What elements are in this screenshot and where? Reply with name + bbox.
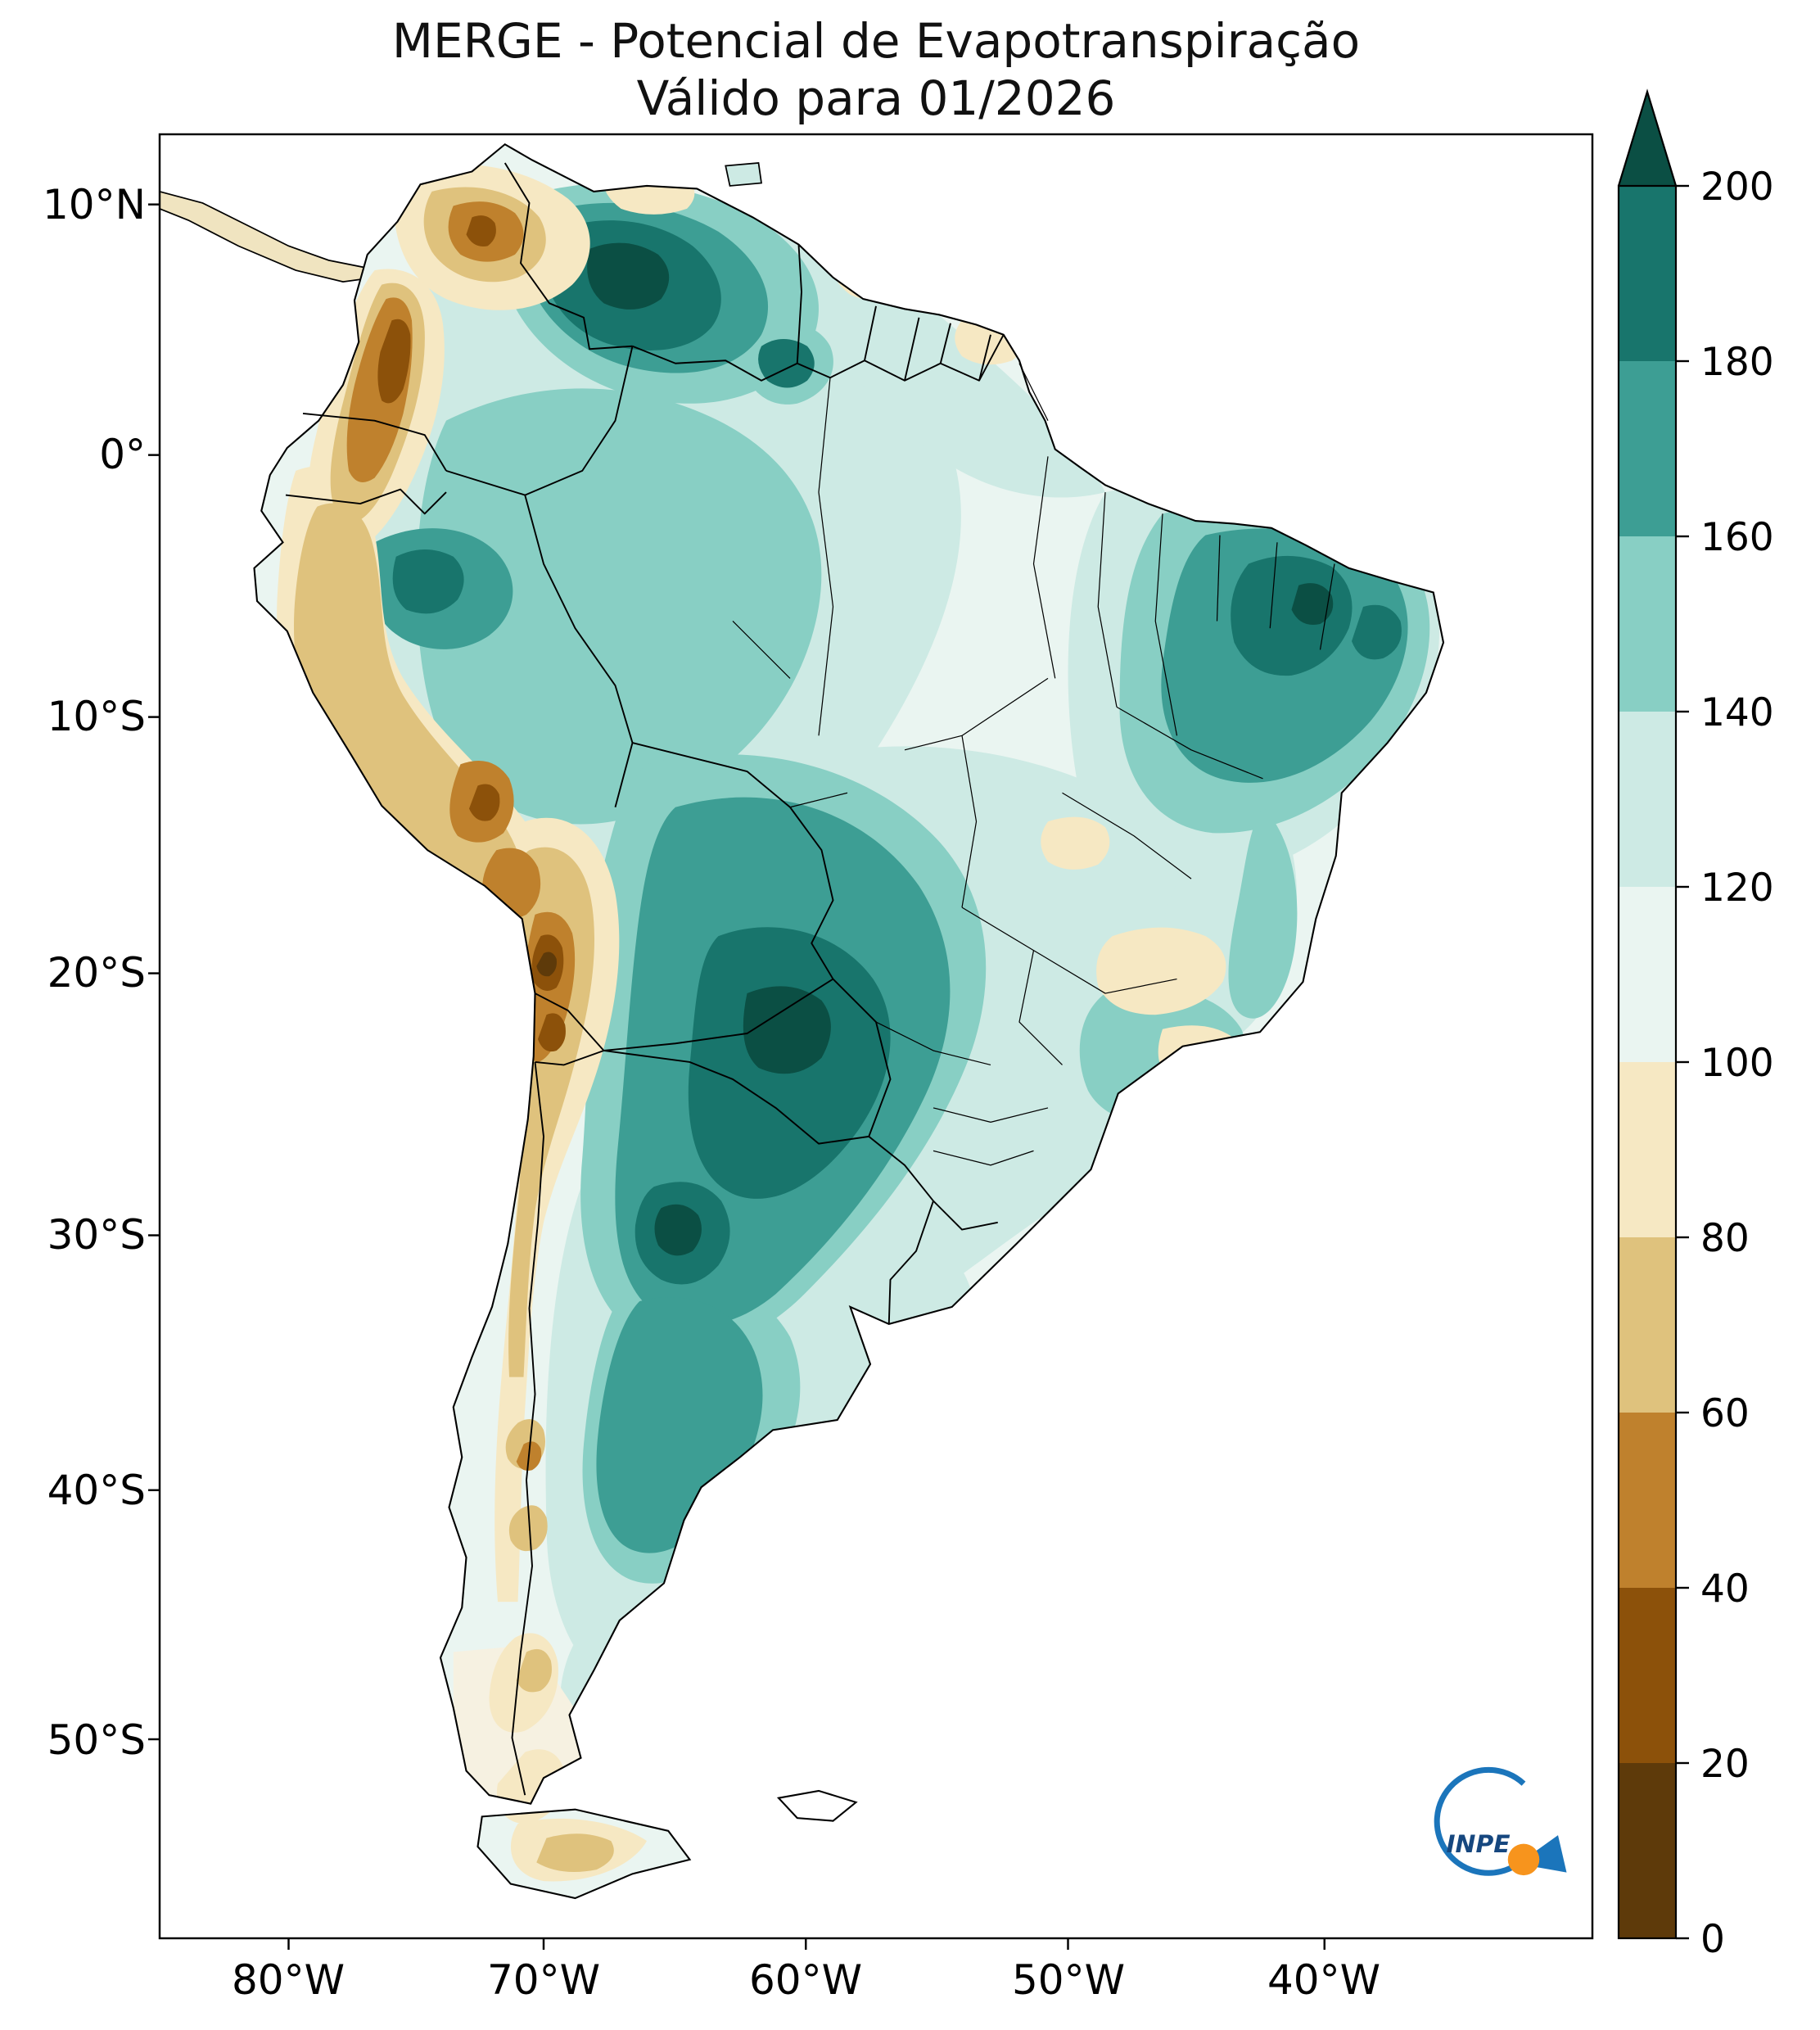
falkland-islands xyxy=(776,1789,858,1822)
lat-tick-10s: 10°S xyxy=(47,693,146,740)
lat-tick-40s: 40°S xyxy=(47,1467,146,1514)
cbar-tick-200: 200 xyxy=(1700,165,1774,210)
inpe-logo: INPE xyxy=(1434,1766,1567,1876)
inpe-logo-text: INPE xyxy=(1447,1830,1511,1859)
cbar-tick-20: 20 xyxy=(1700,1742,1750,1787)
colorbar-tick-labels: 0 20 40 60 80 100 120 140 160 180 200 xyxy=(1700,165,1774,1962)
chart-subtitle: Válido para 01/2026 xyxy=(636,70,1116,126)
colorbar: 0 20 40 60 80 100 120 140 160 180 200 xyxy=(1617,88,1774,1962)
colorbar-tick-marks xyxy=(1676,184,1689,1940)
lon-tick-70w: 70°W xyxy=(486,1956,601,2004)
cbar-tick-40: 40 xyxy=(1700,1567,1750,1612)
tierra-del-fuego-outline xyxy=(476,1808,692,1900)
cbar-tick-0: 0 xyxy=(1700,1917,1725,1962)
colorbar-arrow-outline xyxy=(1617,88,1678,187)
chart-title: MERGE - Potencial de Evapotranspiração xyxy=(391,13,1361,69)
trinidad-island xyxy=(725,162,762,187)
cbar-tick-120: 120 xyxy=(1700,866,1774,911)
lon-tick-50w: 50°W xyxy=(1011,1956,1126,2004)
lat-tick-0: 0° xyxy=(99,431,146,478)
axis-tick-marks xyxy=(148,203,1325,1950)
cbar-tick-100: 100 xyxy=(1700,1041,1774,1086)
cbar-tick-160: 160 xyxy=(1700,515,1774,560)
inpe-logo-orange-dot xyxy=(1507,1843,1540,1876)
cbar-tick-140: 140 xyxy=(1700,690,1774,735)
lat-tick-30s: 30°S xyxy=(47,1211,146,1259)
colorbar-segments xyxy=(1619,92,1676,1938)
country-borders xyxy=(285,162,1005,1796)
lat-tick-10n: 10°N xyxy=(42,181,146,228)
inpe-logo-swoosh xyxy=(1434,1766,1526,1876)
lon-tick-60w: 60°W xyxy=(748,1956,863,2004)
lat-tick-50s: 50°S xyxy=(47,1716,146,1764)
cbar-tick-80: 80 xyxy=(1700,1216,1750,1261)
lon-tick-80w: 80°W xyxy=(231,1956,345,2004)
plot-frame xyxy=(158,133,1594,1940)
lon-tick-40w: 40°W xyxy=(1267,1956,1381,2004)
coastline xyxy=(253,142,1445,1805)
contour-0-20 xyxy=(536,952,557,977)
cbar-tick-180: 180 xyxy=(1700,340,1774,385)
colorbar-extend-max-arrow xyxy=(1619,92,1676,186)
lat-tick-20s: 20°S xyxy=(47,949,146,997)
cbar-tick-60: 60 xyxy=(1700,1391,1750,1436)
south-america-map: INPE xyxy=(148,133,1594,1950)
contour-over-200 xyxy=(587,242,1334,1256)
state-borders xyxy=(732,363,1335,1166)
